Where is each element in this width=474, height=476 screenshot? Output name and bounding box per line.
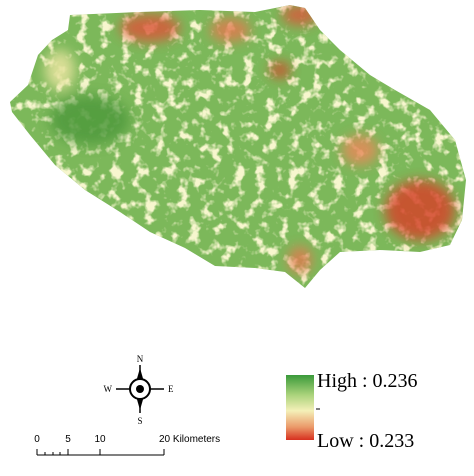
scale-label: 20 Kilometers xyxy=(159,434,220,445)
compass-west: W xyxy=(104,384,113,394)
compass: N S E W xyxy=(104,354,175,426)
legend-low: Low : 0.233 xyxy=(317,430,414,452)
compass-east: E xyxy=(168,384,174,394)
scale-label: 10 xyxy=(94,434,106,445)
scale-label: 5 xyxy=(65,434,71,445)
legend-ramp xyxy=(286,375,314,440)
scale-bar: 0 5 10 20 Kilometers xyxy=(34,434,220,456)
raster-map xyxy=(10,5,466,288)
compass-north: N xyxy=(137,354,144,364)
legend: High : 0.236 Low : 0.233 xyxy=(286,370,418,452)
legend-high: High : 0.236 xyxy=(317,370,418,392)
compass-south: S xyxy=(137,416,142,426)
scale-label: 0 xyxy=(34,434,40,445)
